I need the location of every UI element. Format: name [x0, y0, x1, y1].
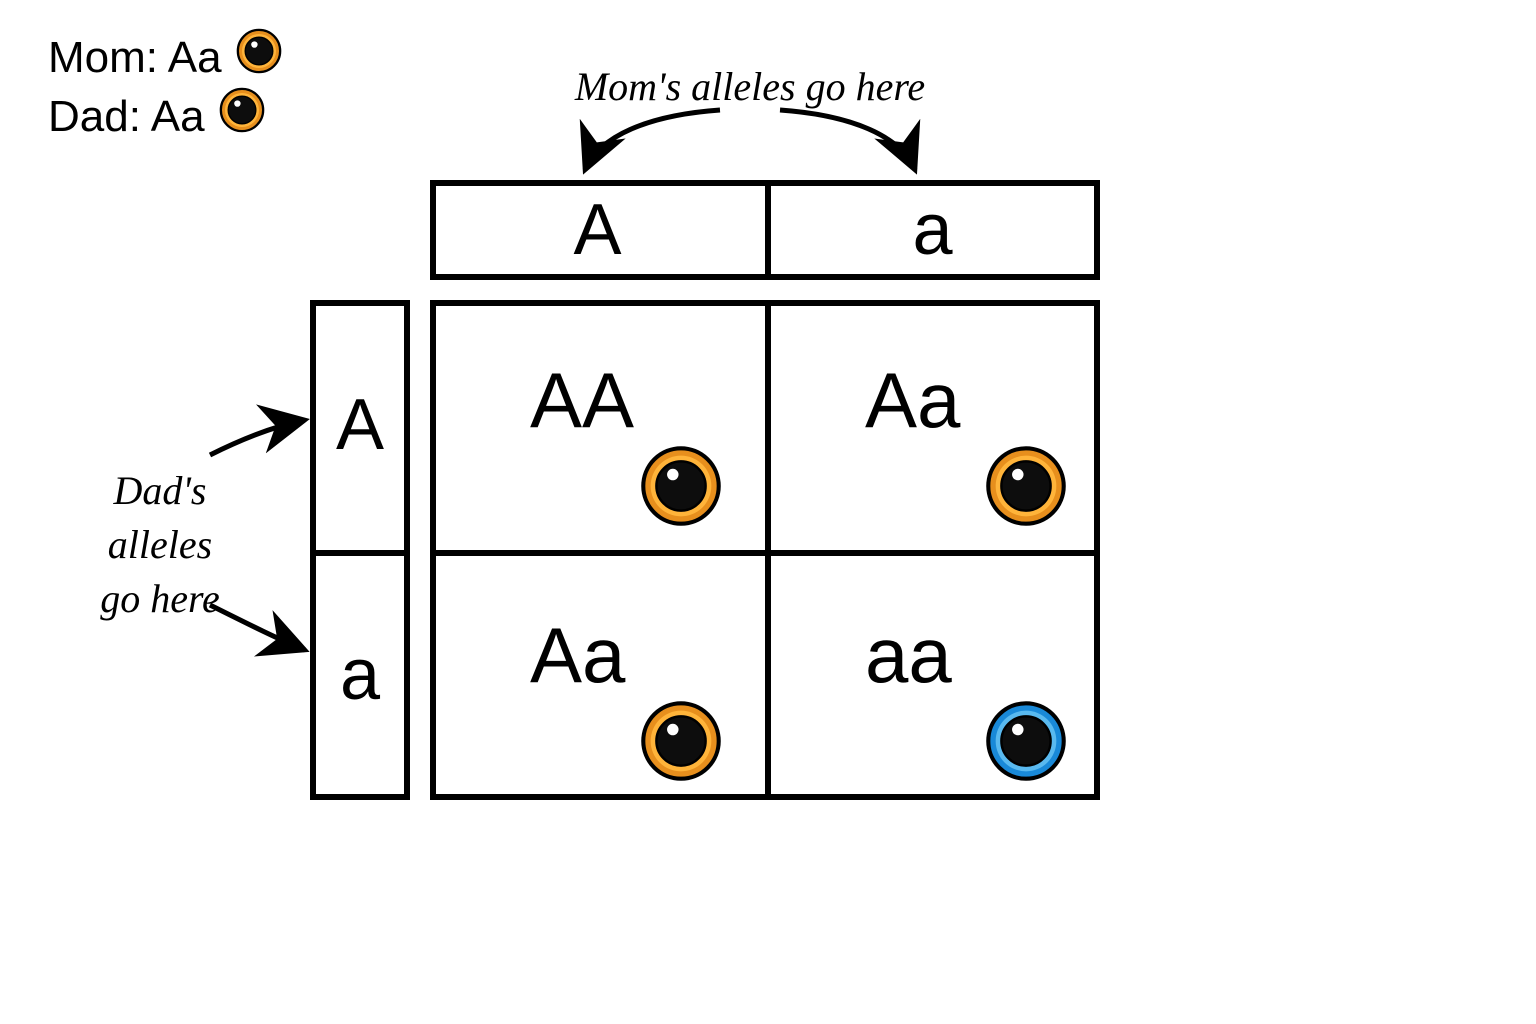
- grid-hdivider: [430, 550, 1100, 556]
- row-header-a: a: [310, 550, 410, 800]
- legend-mom-row: Mom: Aa: [48, 28, 282, 87]
- col-header-a: a: [765, 180, 1100, 280]
- dad-arrows-icon: [150, 380, 330, 680]
- eye-icon: [640, 700, 722, 787]
- cell-Aa-label-1: Aa: [865, 355, 960, 446]
- legend-dad-row: Dad: Aa: [48, 87, 282, 146]
- cell-aa-label: aa: [865, 610, 952, 701]
- eye-icon: [219, 87, 265, 146]
- col-header-A: A: [430, 180, 765, 280]
- cell-Aa-label-2: Aa: [530, 610, 625, 701]
- row-header-A: A: [310, 300, 410, 550]
- eye-icon: [640, 445, 722, 532]
- cell-AA-label: AA: [530, 355, 634, 446]
- eye-icon: [985, 700, 1067, 787]
- legend: Mom: Aa Dad: Aa: [48, 28, 282, 146]
- mom-arrows-icon: [490, 100, 1010, 190]
- legend-mom-text: Mom: Aa: [48, 30, 222, 85]
- eye-icon: [985, 445, 1067, 532]
- eye-icon: [236, 28, 282, 87]
- legend-dad-text: Dad: Aa: [48, 89, 205, 144]
